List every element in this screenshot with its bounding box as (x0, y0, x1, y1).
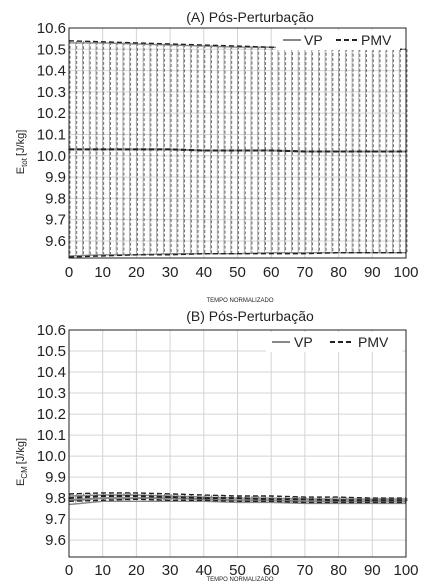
y-tick-label-b: 9.9 (45, 469, 66, 486)
plot-frame-a (68, 27, 407, 259)
y-tick-label-a: 10.0 (37, 148, 66, 165)
x-tick-label-a: 10 (94, 264, 111, 281)
data-point-pmv-b (371, 499, 374, 502)
data-point-pmv-b (101, 495, 104, 497)
chart-panel-b: (B) Pós-Perturbação 10.6 10.5 10.4 10.3 10.2… (15, 308, 419, 583)
y-tick-label-a: 9.6 (45, 233, 66, 250)
y-tick-label-b: 10.2 (37, 406, 66, 423)
x-tick-label-b: 100 (393, 562, 418, 579)
data-point-pmv-b (337, 499, 340, 502)
y-tick-label-a: 9.9 (45, 169, 66, 186)
data-point-pmv-a (236, 149, 239, 152)
data-point-pmv-a (270, 149, 273, 152)
x-tick-label-b: 10 (94, 562, 111, 579)
legend-label-pmv-b: PMV (358, 334, 389, 350)
x-tick-label-a: 80 (330, 264, 347, 281)
data-point-pmv-a (337, 150, 340, 153)
data-point-pmv-a (101, 148, 104, 151)
data-point-pmv-b (304, 498, 306, 500)
data-point-pmv-b (135, 495, 138, 497)
x-tick-label-a: 20 (128, 264, 145, 281)
data-point-pmv-b (270, 498, 273, 500)
y-tick-label-b: 9.7 (45, 511, 66, 528)
data-point-pmv-b (203, 497, 205, 499)
y-tick-label-a: 10.5 (37, 41, 66, 58)
y-tick-label-b: 10.0 (37, 448, 66, 465)
x-tick-label-a: 40 (195, 264, 212, 281)
y-axis-label-b: ECM [J/kg] (15, 438, 29, 486)
chart-panel-a: (A) Pós-Perturbação 10.6 10.5 10.4 10.3 10.2… (15, 9, 419, 304)
x-tick-label-b: 50 (229, 562, 246, 579)
y-tick-label-a: 10.3 (37, 84, 66, 101)
chart-title-a: (A) Pós-Perturbação (186, 9, 314, 25)
series-upper-pmv-b (68, 492, 406, 499)
y-tick-label-b: 10.3 (37, 385, 66, 402)
y-axis-label-unit-b: [J/kg] (15, 438, 27, 464)
x-axis-label-b: TEMPO NORMALIZADO (206, 577, 273, 583)
legend-b: VP PMV (266, 332, 402, 352)
legend-label-pmv-a: PMV (361, 32, 392, 48)
plot-frame-b (68, 329, 407, 558)
y-tick-label-a: 10.6 (37, 20, 66, 37)
y-tick-label-a: 10.1 (37, 126, 66, 143)
y-axis-label-sub-b: CM (20, 466, 29, 479)
x-tick-label-a: 100 (393, 264, 418, 281)
x-axis-label-a: TEMPO NORMALIZADO (206, 298, 273, 304)
x-tick-label-b: 90 (364, 562, 381, 579)
x-tick-label-b: 30 (162, 562, 179, 579)
y-axis-label-sub-a: tot (20, 157, 29, 167)
x-tick-label-b: 80 (330, 562, 347, 579)
data-point-pmv-a (304, 150, 306, 153)
y-tick-label-b: 10.4 (37, 364, 66, 381)
y-tick-label-b: 10.6 (37, 322, 66, 339)
y-tick-label-a: 10.4 (37, 63, 66, 80)
y-tick-label-b: 9.6 (45, 532, 66, 549)
x-tick-label-b: 60 (263, 562, 280, 579)
y-tick-label-b: 10.1 (37, 427, 66, 444)
y-tick-label-a: 9.7 (45, 212, 66, 229)
legend-a: VP PMV (276, 30, 400, 50)
y-tick-label-b: 9.8 (45, 490, 66, 507)
y-axis-label-main-a: E (15, 167, 27, 174)
data-point-pmv-a (371, 150, 374, 153)
y-tick-label-a: 10.2 (37, 105, 66, 122)
y-axis-label-a: Etot[J/kg] (15, 130, 29, 175)
x-tick-label-a: 0 (65, 264, 73, 281)
x-tick-label-a: 70 (297, 264, 314, 281)
x-tick-label-b: 0 (65, 562, 73, 579)
y-tick-label-b: 10.5 (37, 343, 66, 360)
y-axis-label-main-b: E (15, 479, 27, 486)
series-lower-vp-b (68, 500, 406, 506)
chart-title-b: (B) Pós-Perturbação (186, 308, 314, 324)
data-point-pmv-a (135, 148, 138, 151)
legend-label-vp-b: VP (294, 334, 313, 350)
series-lower-pmv-b (68, 498, 406, 504)
legend-label-vp-a: VP (304, 32, 323, 48)
y-tick-label-a: 9.8 (45, 190, 66, 207)
data-point-vp-b (101, 497, 104, 499)
x-tick-label-a: 50 (229, 264, 246, 281)
x-tick-label-b: 40 (195, 562, 212, 579)
x-tick-label-a: 90 (364, 264, 381, 281)
x-tick-label-b: 70 (297, 562, 314, 579)
data-point-pmv-a (203, 149, 205, 152)
data-point-pmv-b (169, 496, 171, 498)
series-lower-pmv-a (68, 252, 406, 258)
data-point-pmv-b (236, 497, 239, 499)
data-point-pmv-a (169, 148, 171, 151)
x-tick-label-b: 20 (128, 562, 145, 579)
y-axis-label-unit-a: [J/kg] (15, 130, 27, 156)
x-tick-label-a: 30 (162, 264, 179, 281)
x-tick-label-a: 60 (263, 264, 280, 281)
